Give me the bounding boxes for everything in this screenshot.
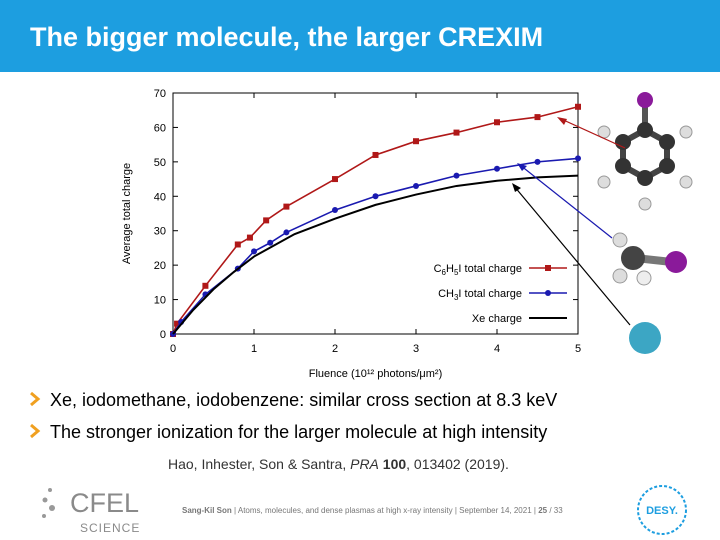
legend-label-part: 5 (454, 268, 459, 277)
legend-marker (545, 265, 551, 271)
bullet: Xe, iodomethane, iodobenzene: similar cr… (50, 390, 557, 410)
legend-label-part: H (446, 263, 454, 275)
legend-label: Xe charge (472, 313, 522, 325)
y-tick-label: 60 (154, 122, 166, 134)
legend-label-part: 3 (454, 293, 459, 302)
citation-authors: Hao, Inhester, Son & Santra, (168, 456, 350, 472)
point (534, 114, 541, 121)
point (575, 103, 581, 110)
footer-page: 25 (538, 506, 547, 515)
legend-marker (545, 290, 551, 296)
footer: Sang-Kil Son | Atoms, molecules, and den… (182, 506, 563, 515)
point (246, 234, 253, 241)
y-tick-label: 0 (160, 329, 166, 341)
legend-label-part: I total charge (458, 263, 522, 275)
slide-title: The bigger molecule, the larger CREXIM (30, 22, 543, 52)
citation: Hao, Inhester, Son & Santra, PRA 100, 01… (168, 456, 509, 472)
point (267, 239, 274, 246)
point (413, 138, 419, 145)
footer-total: / 33 (547, 506, 563, 515)
bullet-marker (30, 423, 41, 439)
iodomethane (612, 232, 687, 286)
x-tick-label: 3 (413, 343, 419, 355)
point (372, 193, 379, 200)
y-tick-label: 40 (154, 191, 166, 203)
cfel-dots (42, 488, 55, 518)
y-tick-label: 50 (154, 157, 166, 169)
citation-volume: 100 (383, 456, 407, 472)
point (332, 207, 338, 214)
footer-text: | Atoms, molecules, and dense plasmas at… (232, 506, 538, 515)
x-axis-label: Fluence (10¹² photons/μm²) (309, 368, 443, 380)
y-tick-label: 30 (154, 226, 166, 238)
point (202, 282, 209, 289)
point (251, 248, 257, 255)
y-tick-label: 20 (154, 260, 166, 272)
point (494, 119, 500, 126)
legend-label-part: 6 (442, 268, 447, 277)
footer-author: Sang-Kil Son (182, 506, 232, 515)
point (453, 129, 460, 136)
citation-rest: , 013402 (2019). (406, 456, 509, 472)
point (234, 241, 241, 248)
iodobenzene (597, 92, 693, 211)
x-tick-label: 4 (494, 343, 500, 355)
point (263, 217, 270, 224)
x-tick-label: 5 (575, 343, 581, 355)
legend-label-part: I total charge (458, 288, 522, 300)
desy-ring (637, 485, 687, 535)
legend-label-part: Xe charge (472, 313, 522, 325)
y-tick-label: 10 (154, 295, 166, 307)
x-tick-label: 1 (251, 343, 257, 355)
header-band (0, 0, 720, 72)
arrows (512, 117, 631, 326)
y-tick-label: 70 (154, 88, 166, 100)
bullet-marker (30, 391, 41, 407)
legend-label: C6H5I total charge (434, 263, 522, 277)
point (494, 165, 500, 172)
cfel-logo-sub: SCIENCE (80, 521, 140, 535)
series-line (172, 157, 579, 335)
point (534, 158, 541, 165)
x-tick-label: 2 (332, 343, 338, 355)
series-line (172, 174, 579, 335)
point (413, 182, 419, 189)
point (283, 203, 290, 210)
point (174, 320, 181, 327)
point (332, 176, 338, 183)
bullet: The stronger ionization for the larger m… (50, 422, 547, 442)
legend-label-part: CH (438, 288, 454, 300)
citation-journal: PRA (350, 456, 379, 472)
plot-frame (172, 92, 579, 335)
point (453, 172, 460, 179)
xenon-atom (629, 322, 661, 354)
legend-label: CH3I total charge (438, 288, 522, 302)
x-tick-label: 0 (170, 343, 176, 355)
y-axis-label: Average total charge (121, 163, 133, 264)
point (575, 155, 581, 162)
legend-label-part: C (434, 263, 442, 275)
point (283, 229, 290, 236)
desy-logo: DESY. (646, 505, 678, 517)
series-line (172, 105, 579, 335)
point (372, 151, 379, 158)
cfel-logo: CFEL (70, 488, 139, 518)
